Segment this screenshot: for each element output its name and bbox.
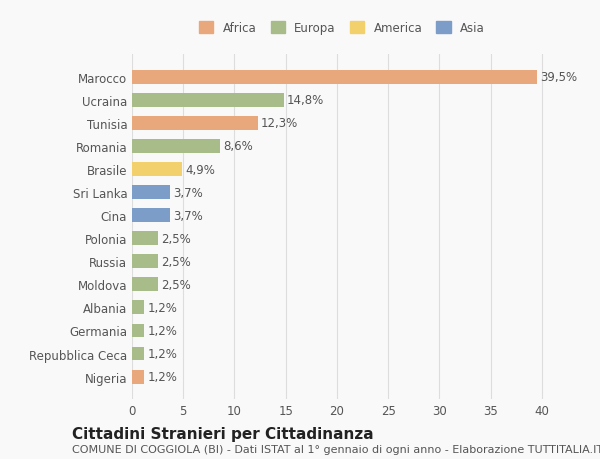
Text: Cittadini Stranieri per Cittadinanza: Cittadini Stranieri per Cittadinanza (72, 425, 374, 441)
Text: 1,2%: 1,2% (148, 324, 177, 337)
Bar (132, 255, 158, 269)
Text: 3,7%: 3,7% (173, 186, 203, 199)
Bar (132, 163, 182, 177)
Text: 1,2%: 1,2% (148, 347, 177, 360)
Text: COMUNE DI COGGIOLA (BI) - Dati ISTAT al 1° gennaio di ogni anno - Elaborazione T: COMUNE DI COGGIOLA (BI) - Dati ISTAT al … (72, 444, 600, 454)
Bar (132, 301, 144, 315)
Bar (132, 278, 158, 291)
Text: 8,6%: 8,6% (223, 140, 253, 153)
Text: 14,8%: 14,8% (287, 94, 324, 107)
Text: 12,3%: 12,3% (261, 117, 298, 130)
Text: 2,5%: 2,5% (161, 278, 190, 291)
Bar (132, 347, 144, 361)
Text: 1,2%: 1,2% (148, 370, 177, 383)
Text: 2,5%: 2,5% (161, 232, 190, 245)
Bar (132, 186, 170, 200)
Bar (132, 140, 220, 154)
Bar (132, 117, 258, 130)
Text: 39,5%: 39,5% (540, 71, 577, 84)
Bar (132, 94, 284, 107)
Text: 3,7%: 3,7% (173, 209, 203, 222)
Bar (132, 71, 536, 84)
Text: 2,5%: 2,5% (161, 255, 190, 268)
Bar (132, 209, 170, 223)
Bar (132, 232, 158, 246)
Bar (132, 324, 144, 338)
Text: 4,9%: 4,9% (185, 163, 215, 176)
Bar (132, 370, 144, 384)
Legend: Africa, Europa, America, Asia: Africa, Europa, America, Asia (193, 16, 491, 41)
Text: 1,2%: 1,2% (148, 301, 177, 314)
